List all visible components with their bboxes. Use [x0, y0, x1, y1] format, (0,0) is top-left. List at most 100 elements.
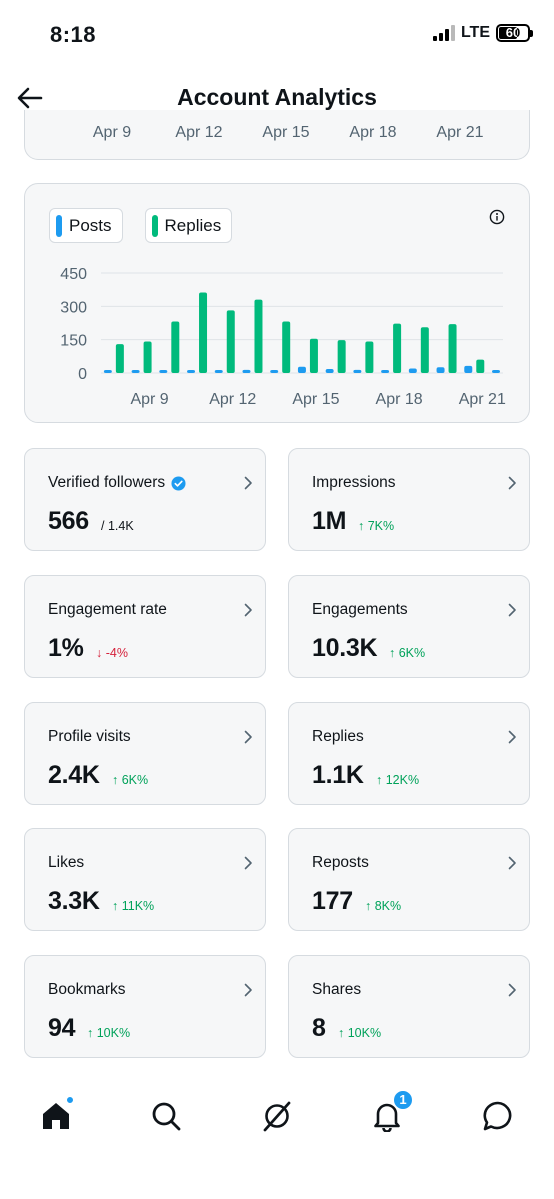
bar-replies: [282, 321, 291, 373]
metric-label: Bookmarks: [48, 981, 126, 999]
nav-home[interactable]: [32, 1092, 80, 1140]
metric-label-text: Impressions: [312, 474, 396, 491]
metric-change: ↓ -4%: [96, 646, 128, 660]
search-icon: [152, 1102, 181, 1131]
metric-total: / 1.4K: [101, 519, 134, 533]
bar-posts: [381, 370, 390, 373]
bar-replies: [254, 299, 263, 373]
verified-badge-icon: [171, 475, 186, 491]
y-tick-label: 0: [78, 366, 87, 383]
bar-replies: [337, 340, 346, 373]
metric-card-reposts[interactable]: Reposts 177 ↑ 8K%: [288, 828, 530, 931]
metric-value: 10.3K: [312, 634, 378, 662]
nav-grok[interactable]: [253, 1092, 301, 1140]
y-tick-label: 150: [60, 333, 87, 350]
bar-posts: [408, 368, 417, 373]
bar-replies: [115, 344, 124, 373]
page-title: Account Analytics: [177, 84, 377, 110]
metric-label: Replies: [312, 728, 364, 746]
chevron-right-icon: [244, 856, 252, 870]
bar-replies: [476, 359, 485, 373]
bar-replies: [199, 292, 208, 373]
metric-label-text: Verified followers: [48, 474, 166, 491]
impressions-chart-card: Apr 9 Apr 12 Apr 15 Apr 18 Apr 21: [24, 110, 530, 160]
metric-value: 177: [312, 887, 353, 915]
metric-label: Shares: [312, 981, 361, 999]
metric-value: 566: [48, 507, 89, 535]
bar-replies: [420, 327, 429, 373]
y-tick-label: 300: [60, 299, 87, 316]
metric-label: Profile visits: [48, 728, 131, 746]
metric-card-engagement-rate[interactable]: Engagement rate 1% ↓ -4%: [24, 575, 266, 678]
status-bar: 8:18 LTE 60: [0, 0, 554, 70]
status-indicators: LTE 60: [432, 24, 533, 42]
arrow-left-icon: [17, 87, 43, 109]
metric-label: Reposts: [312, 854, 369, 872]
metric-change: ↑ 6K%: [112, 773, 149, 787]
bar-chart: 450 300 150 0 Apr 9 Apr 12 Apr 15 Apr 18 Apr 21: [60, 266, 506, 408]
bar-replies: [309, 338, 318, 373]
y-tick-label: 450: [60, 266, 87, 283]
legend-posts[interactable]: Posts: [49, 208, 123, 243]
metric-label-text: Bookmarks: [48, 981, 126, 998]
metric-card-verified-followers[interactable]: Verified followers 566 / 1.4K: [24, 448, 266, 551]
x-tick-label: Apr 12: [209, 391, 256, 408]
top-chart-x-label: Apr 12: [175, 124, 223, 141]
chevron-right-icon: [508, 476, 516, 490]
metric-value: 8: [312, 1014, 326, 1042]
x-tick-label: Apr 9: [130, 391, 168, 408]
metric-change: ↑ 10K%: [87, 1026, 131, 1040]
bar-replies: [448, 324, 457, 373]
x-tick-label: Apr 15: [292, 391, 339, 408]
metric-value: 1%: [48, 634, 84, 662]
bar-replies: [365, 341, 374, 373]
nav-messages[interactable]: [474, 1092, 522, 1140]
metric-label: Verified followers: [48, 474, 186, 492]
bar-posts: [270, 370, 279, 373]
metric-value: 1M: [312, 507, 347, 535]
metric-card-shares[interactable]: Shares 8 ↑ 10K%: [288, 955, 530, 1058]
nav-search[interactable]: [142, 1092, 190, 1140]
posts-replies-chart-card: 450 300 150 0 Apr 9 Apr 12 Apr 15 Apr 18 Apr 21 …: [24, 183, 530, 423]
top-chart-x-axis: Apr 9 Apr 12 Apr 15 Apr 18 Apr 21: [25, 124, 529, 144]
metric-change: ↑ 12K%: [376, 773, 420, 787]
metric-label-text: Engagement rate: [48, 601, 167, 618]
messages-icon: [483, 1101, 512, 1131]
posts-swatch: [56, 214, 62, 237]
bar-posts: [353, 369, 362, 373]
chevron-right-icon: [244, 983, 252, 997]
back-button[interactable]: [12, 80, 48, 116]
metric-label-text: Likes: [48, 854, 85, 871]
metric-label-text: Profile visits: [48, 728, 131, 745]
metric-card-impressions[interactable]: Impressions 1M ↑ 7K%: [288, 448, 530, 551]
top-chart-x-label: Apr 21: [436, 124, 484, 141]
bar-posts: [159, 370, 168, 373]
top-chart-x-label: Apr 9: [92, 124, 132, 141]
bar-posts: [297, 366, 306, 373]
metric-card-bookmarks[interactable]: Bookmarks 94 ↑ 10K%: [24, 955, 266, 1058]
bar-posts: [214, 370, 223, 373]
metric-label-text: Engagements: [312, 601, 408, 618]
top-chart-x-label: Apr 15: [262, 124, 310, 141]
bar-replies: [226, 310, 235, 373]
info-icon[interactable]: [489, 209, 505, 225]
bar-posts: [464, 365, 473, 373]
metric-card-engagements[interactable]: Engagements 10.3K ↑ 6K%: [288, 575, 530, 678]
legend-replies[interactable]: Replies: [144, 208, 233, 243]
metric-card-replies[interactable]: Replies 1.1K ↑ 12K%: [288, 702, 530, 805]
header: Account Analytics: [0, 70, 554, 126]
metric-label-text: Shares: [312, 981, 362, 998]
chevron-right-icon: [244, 603, 252, 617]
notifications-icon: [374, 1103, 400, 1132]
metric-card-profile-visits[interactable]: Profile visits 2.4K ↑ 6K%: [24, 702, 266, 805]
home-icon: [43, 1103, 69, 1129]
metric-label: Engagements: [312, 601, 408, 619]
metric-value: 3.3K: [48, 887, 100, 915]
metric-change: ↑ 7K%: [358, 519, 395, 533]
home-unread-dot: [66, 1096, 74, 1104]
legend-label: Posts: [69, 215, 112, 235]
metric-change: ↑ 11K%: [112, 899, 155, 913]
nav-notifications[interactable]: 1: [363, 1090, 413, 1140]
metric-label: Engagement rate: [48, 601, 167, 619]
metric-card-likes[interactable]: Likes 3.3K ↑ 11K%: [24, 828, 266, 931]
